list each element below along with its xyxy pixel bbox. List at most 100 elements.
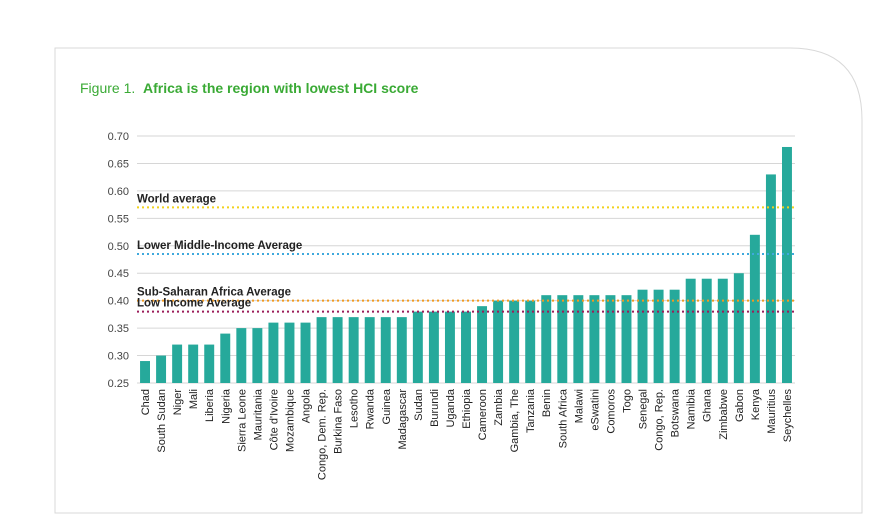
bar — [348, 317, 359, 383]
bar — [332, 317, 343, 383]
category-label: Guinea — [381, 388, 393, 424]
category-label: Rwanda — [365, 388, 377, 429]
bar — [653, 289, 664, 383]
category-label: Benin — [541, 389, 553, 417]
bar — [428, 311, 439, 383]
reference-line-label: World average — [137, 193, 216, 205]
bar — [444, 311, 455, 383]
category-label: Liberia — [204, 388, 216, 422]
category-label: Uganda — [445, 388, 457, 427]
bar — [220, 333, 231, 383]
category-label: Zimbabwe — [718, 389, 730, 440]
y-tick-label: 0.70 — [108, 131, 129, 143]
bar — [701, 278, 712, 383]
y-tick-label: 0.60 — [108, 186, 129, 198]
bar — [509, 300, 520, 383]
category-label: Nigeria — [220, 388, 232, 424]
bar — [765, 174, 776, 383]
category-label: Senegal — [638, 389, 650, 429]
bar — [268, 322, 279, 383]
category-label: Zambia — [493, 388, 505, 426]
bar — [573, 295, 584, 383]
category-label: Burundi — [429, 389, 441, 427]
bar — [188, 344, 199, 383]
bar — [493, 300, 504, 383]
bar — [621, 295, 632, 383]
bar — [412, 311, 423, 383]
bar — [782, 146, 792, 383]
bar — [685, 278, 696, 383]
category-label: Seychelles — [782, 389, 794, 443]
bar — [749, 234, 760, 383]
category-label: Mali — [188, 389, 200, 409]
category-label: Ghana — [702, 388, 714, 422]
figure-number: Figure 1. — [80, 80, 136, 96]
category-label: Mauritania — [252, 388, 264, 440]
bar — [605, 295, 616, 383]
category-label: Mozambique — [284, 389, 296, 452]
category-label: Sudan — [413, 389, 425, 421]
bar — [380, 317, 391, 383]
category-label: Madagascar — [397, 389, 409, 450]
reference-line-label: Sub-Saharan Africa Average — [137, 287, 291, 299]
category-label: Ethiopia — [461, 388, 473, 429]
category-label: Botswana — [670, 388, 682, 437]
bar — [637, 289, 648, 383]
y-tick-label: 0.25 — [108, 378, 129, 390]
category-label: South Africa — [557, 388, 569, 448]
figure-title-text: Africa is the region with lowest HCI sco… — [143, 80, 419, 96]
bar — [541, 295, 552, 383]
bar — [284, 322, 295, 383]
category-label: Burkina Faso — [333, 389, 345, 454]
category-label: Côte d'Ivoire — [268, 389, 280, 450]
bar — [589, 295, 600, 383]
category-label: Niger — [172, 389, 184, 416]
category-label: Togo — [621, 389, 633, 413]
figure-title: Figure 1. Africa is the region with lowe… — [80, 80, 418, 96]
category-label: Tanzania — [525, 388, 537, 433]
category-label: South Sudan — [156, 389, 168, 453]
bar — [461, 311, 471, 383]
bar — [396, 317, 407, 383]
bar — [669, 289, 680, 383]
y-tick-label: 0.65 — [108, 158, 129, 170]
bar — [252, 328, 263, 383]
reference-line-label: Lower Middle-Income Average — [137, 240, 302, 252]
bar — [733, 273, 744, 383]
y-tick-label: 0.50 — [108, 241, 129, 253]
bar — [557, 295, 568, 383]
bar — [525, 300, 536, 383]
category-label: Malawi — [573, 389, 585, 423]
category-label: Sierra Leone — [236, 389, 248, 452]
bar — [204, 344, 215, 383]
category-label: Angola — [301, 388, 313, 423]
y-tick-label: 0.35 — [108, 323, 129, 335]
bar — [236, 328, 247, 383]
reference-line-label: Low Income Average — [137, 298, 251, 310]
y-tick-label: 0.40 — [108, 296, 129, 308]
bar — [140, 361, 150, 383]
category-label: Congo, Rep. — [654, 389, 666, 451]
y-tick-label: 0.55 — [108, 213, 129, 225]
category-label: Comoros — [605, 389, 617, 434]
category-label: eSwatini — [589, 389, 601, 431]
bar — [477, 306, 488, 383]
category-label: Mauritius — [766, 389, 778, 434]
bar — [300, 322, 311, 383]
category-label: Congo, Dem. Rep. — [317, 389, 329, 480]
bar — [172, 344, 183, 383]
category-label: Cameroon — [477, 389, 489, 440]
category-label: Gambia, The — [509, 389, 521, 452]
y-tick-label: 0.30 — [108, 351, 129, 363]
category-label: Kenya — [750, 388, 762, 420]
category-label: Namibia — [686, 388, 698, 429]
category-label: Chad — [140, 389, 152, 415]
bar — [316, 317, 327, 383]
category-label: Gabon — [734, 389, 746, 422]
category-label: Lesotho — [349, 389, 361, 428]
bar — [364, 317, 375, 383]
bar — [717, 278, 728, 383]
y-tick-label: 0.45 — [108, 268, 129, 280]
